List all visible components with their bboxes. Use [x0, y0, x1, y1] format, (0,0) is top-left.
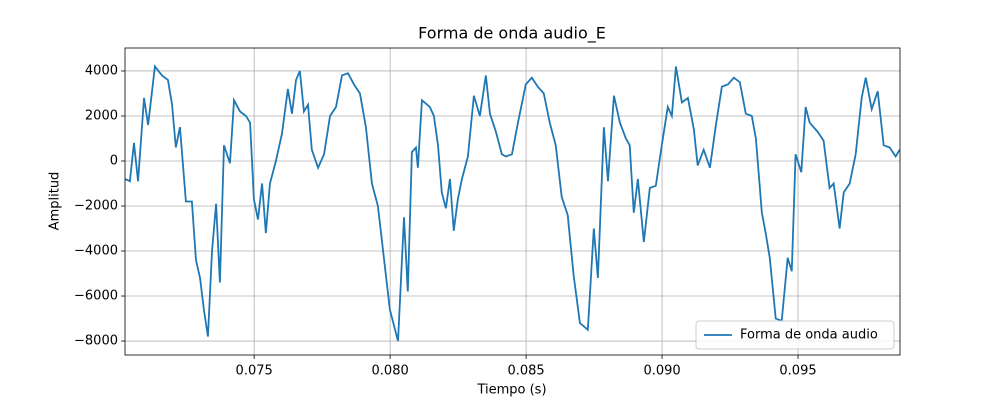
y-tick-label: 0 — [110, 153, 118, 168]
y-tick-label: −8000 — [74, 334, 118, 349]
x-tick-label: 0.085 — [507, 364, 544, 379]
data-line — [125, 64, 900, 342]
legend-label: Forma de onda audio — [740, 328, 878, 343]
x-tick-label: 0.080 — [372, 364, 409, 379]
y-tick-label: 4000 — [85, 63, 118, 78]
plot-frame — [124, 47, 901, 356]
chart-title: Forma de onda audio_E — [418, 24, 606, 44]
y-axis-label: Amplitud — [48, 172, 63, 231]
x-tick-label: 0.090 — [643, 364, 680, 379]
y-tick-label: −2000 — [74, 199, 118, 214]
x-tick-label: 0.075 — [236, 364, 273, 379]
x-axis-label: Tiempo (s) — [476, 383, 546, 398]
x-tick-label: 0.095 — [779, 364, 816, 379]
y-tick-label: −6000 — [74, 289, 118, 304]
y-tick-label: −4000 — [74, 244, 118, 259]
y-tick-label: 2000 — [85, 108, 118, 123]
legend-box — [695, 320, 895, 350]
